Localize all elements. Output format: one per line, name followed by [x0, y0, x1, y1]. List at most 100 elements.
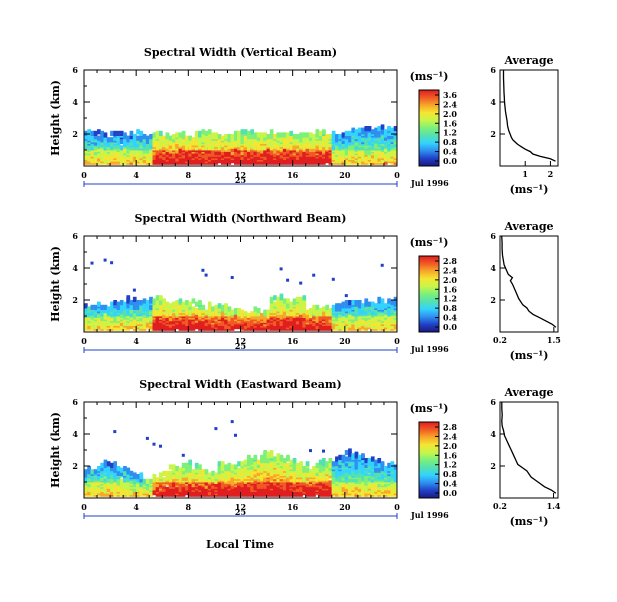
x-tick-label: 12: [235, 336, 246, 346]
heatmap-cell: [322, 306, 326, 312]
heatmap-cell: [276, 132, 281, 138]
y-tick-label: 6: [72, 65, 78, 75]
heatmap-cell: [286, 132, 290, 138]
heatmap-cell: [243, 311, 248, 317]
heatmap-cell: [247, 130, 251, 136]
heatmap-cell: [250, 134, 254, 140]
average-title: Average: [503, 220, 553, 233]
heatmap-cell: [374, 127, 378, 133]
heatmap-cell: [152, 442, 156, 446]
heatmap-cell: [165, 132, 170, 138]
heatmap-cell: [162, 138, 166, 144]
heatmap-cell: [273, 301, 277, 307]
heatmap-cell: [230, 146, 235, 152]
heatmap-cell: [390, 300, 395, 306]
heatmap-cell: [354, 300, 359, 306]
heatmap-cell: [279, 488, 284, 494]
heatmap-cell: [305, 146, 310, 152]
heatmap-cell: [351, 324, 356, 330]
heatmap-cell: [152, 150, 157, 156]
y-tick-label: 6: [72, 231, 78, 241]
heatmap-cell: [123, 146, 127, 152]
heatmap-cell: [84, 130, 88, 136]
panel-title: Spectral Width (Northward Beam): [135, 212, 347, 225]
heatmap-cell: [250, 485, 254, 491]
heatmap-cell: [84, 469, 88, 475]
colorbar-tick-label: 2.0: [443, 275, 457, 285]
heatmap-cell: [367, 126, 372, 132]
heatmap-cell: [315, 308, 320, 314]
heatmap-cell: [393, 296, 398, 302]
heatmap-cell: [227, 134, 232, 140]
heatmap-cell: [263, 135, 267, 141]
y-tick-label: 6: [72, 397, 78, 407]
heatmap-cell: [312, 466, 316, 472]
heatmap-cell: [341, 486, 346, 492]
heatmap-cell: [377, 462, 382, 468]
heatmap-cell: [354, 129, 359, 135]
heatmap-cell: [312, 273, 316, 277]
heatmap-cell: [348, 451, 352, 457]
heatmap-cell: [279, 293, 284, 299]
heatmap-cell: [273, 134, 277, 140]
heatmap-cell: [338, 303, 342, 309]
heatmap-cell: [139, 490, 144, 496]
heatmap-cell: [253, 150, 258, 156]
heatmap-cell: [377, 324, 382, 330]
heatmap-cell: [129, 134, 134, 140]
heatmap-cell: [100, 462, 104, 468]
average-x-tick-label: 2: [548, 169, 554, 179]
heatmap-cell: [155, 295, 160, 301]
heatmap-cell: [377, 482, 382, 488]
heatmap-cell: [119, 483, 124, 489]
y-tick-label: 4: [72, 429, 78, 439]
heatmap-cell: [370, 304, 375, 310]
heatmap-cell: [172, 467, 176, 473]
heatmap-cell: [315, 320, 320, 326]
heatmap-cell: [126, 143, 131, 149]
heatmap-cell: [185, 467, 189, 473]
heatmap-cell: [348, 312, 352, 318]
heatmap-cell: [273, 319, 277, 325]
heatmap-cell: [159, 295, 163, 301]
heatmap-cell: [93, 474, 98, 480]
heatmap-cell: [354, 467, 359, 473]
heatmap-cell: [152, 298, 157, 304]
heatmap-cell: [282, 458, 287, 464]
heatmap-cell: [230, 464, 235, 470]
heatmap-cell: [100, 316, 104, 322]
heatmap-cell: [103, 474, 108, 480]
heatmap-cell: [302, 466, 307, 472]
heatmap-cell: [276, 296, 281, 302]
heatmap-cell: [305, 467, 310, 473]
heatmap-cell: [390, 127, 395, 133]
heatmap-cell: [207, 301, 212, 307]
heatmap-cell: [106, 306, 111, 312]
heatmap-cell: [113, 461, 117, 467]
heatmap-cell: [384, 319, 388, 325]
heatmap-cell: [201, 137, 206, 143]
heatmap-cell: [106, 469, 111, 475]
heatmap-cell: [198, 477, 202, 483]
heatmap-cell: [123, 158, 127, 164]
heatmap-cell: [374, 158, 378, 164]
heatmap-cell: [331, 134, 336, 140]
heatmap-cell: [129, 130, 134, 136]
heatmap-cell: [390, 143, 395, 149]
heatmap-cell: [159, 444, 162, 448]
heatmap-cell: [364, 298, 369, 304]
heatmap-cell: [214, 427, 218, 431]
heatmap-cell: [168, 319, 173, 325]
heatmap-cell: [217, 134, 222, 140]
heatmap-cell: [240, 324, 245, 330]
y-tick-label: 4: [72, 97, 78, 107]
heatmap-cell: [178, 477, 183, 483]
colorbar-tick-label: 3.6: [443, 90, 457, 100]
heatmap-cell: [393, 126, 398, 132]
heatmap-cell: [240, 485, 245, 491]
heatmap-cell: [367, 301, 372, 307]
heatmap-cell: [126, 295, 131, 301]
heatmap-cell: [348, 461, 352, 467]
heatmap-cell: [159, 304, 163, 310]
heatmap-cell: [90, 304, 95, 310]
